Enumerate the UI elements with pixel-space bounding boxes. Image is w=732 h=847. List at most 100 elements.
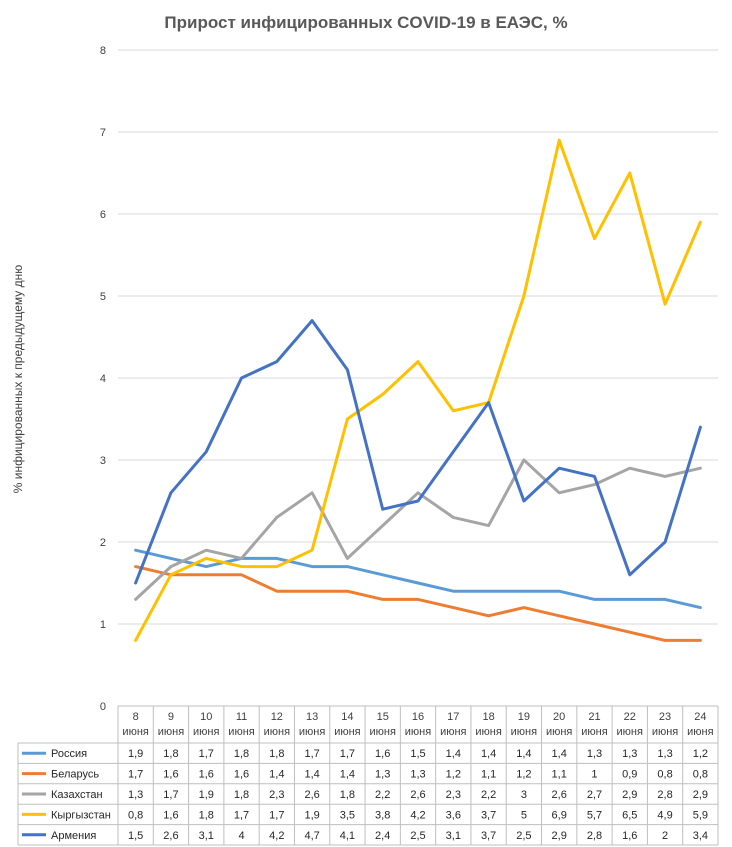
data-label: 4,2 (410, 809, 425, 821)
data-label: 3,1 (446, 830, 461, 842)
x-tick-label: 18 (482, 711, 494, 723)
data-label: 2,6 (410, 789, 425, 801)
series-lines (134, 138, 702, 642)
x-tick-label: июня (687, 726, 713, 738)
data-label: 0,8 (693, 769, 708, 781)
data-label: 1,2 (446, 769, 461, 781)
x-tick-label: июня (228, 726, 254, 738)
x-tick-label: июня (334, 726, 360, 738)
y-tick-label: 8 (100, 45, 106, 57)
series-line (134, 319, 702, 585)
data-label: 1,3 (587, 748, 602, 760)
x-tick-label: 16 (412, 711, 424, 723)
data-label: 3,7 (481, 809, 496, 821)
x-tick-label: 12 (271, 711, 283, 723)
legend-label: Кыргызстан (51, 809, 111, 821)
data-label: 1,3 (128, 789, 143, 801)
data-label: 1,9 (304, 809, 319, 821)
data-label: 1,7 (234, 809, 249, 821)
data-label: 2,9 (693, 789, 708, 801)
data-label: 6,9 (552, 809, 567, 821)
data-label: 2,2 (375, 789, 390, 801)
y-tick-label: 4 (100, 373, 106, 385)
data-label: 2,3 (269, 789, 284, 801)
series-line (134, 138, 702, 642)
data-label: 1,4 (269, 769, 284, 781)
chart-title: Прирост инфицированных COVID-19 в ЕАЭС, … (164, 13, 567, 32)
grid (118, 49, 718, 625)
y-tick-label: 3 (100, 455, 106, 467)
data-label: 1,4 (552, 748, 567, 760)
data-label: 1,7 (340, 748, 355, 760)
data-label: 3,8 (375, 809, 390, 821)
data-label: 1,6 (163, 769, 178, 781)
x-tick-label: 24 (694, 711, 706, 723)
data-label: 1,9 (128, 748, 143, 760)
y-tick-label: 0 (100, 701, 106, 713)
x-tick-label: 19 (518, 711, 530, 723)
data-label: 1,5 (410, 748, 425, 760)
data-label: 1,4 (446, 748, 461, 760)
data-label: 1,3 (622, 748, 637, 760)
data-label: 3,1 (199, 830, 214, 842)
data-label: 4 (238, 830, 244, 842)
data-label: 1,1 (481, 769, 496, 781)
x-tick-label: июня (440, 726, 466, 738)
data-label: 0,8 (657, 769, 672, 781)
data-label: 1,8 (234, 789, 249, 801)
data-label: 5 (521, 809, 527, 821)
legend-label: Беларусь (51, 769, 99, 781)
data-label: 1,3 (657, 748, 672, 760)
x-tick-label: 9 (168, 711, 174, 723)
y-axis-label: % инфицированных к предыдущему дню (11, 265, 25, 494)
y-tick-label: 6 (100, 209, 106, 221)
data-label: 0,8 (128, 809, 143, 821)
data-label: 3,7 (481, 830, 496, 842)
x-tick-label: июня (511, 726, 537, 738)
data-label: 2,8 (657, 789, 672, 801)
x-tick-label: 8 (133, 711, 139, 723)
data-label: 1,4 (340, 769, 355, 781)
data-label: 1,4 (481, 748, 496, 760)
data-label: 3,4 (693, 830, 708, 842)
data-label: 1,4 (516, 748, 531, 760)
y-ticks: 0 1 2 3 4 5 6 7 8 (100, 45, 106, 713)
x-tick-label: 13 (306, 711, 318, 723)
data-label: 6,5 (622, 809, 637, 821)
legend-label: Армения (51, 830, 96, 842)
x-tick-label: июня (193, 726, 219, 738)
x-tick-label: июня (546, 726, 572, 738)
x-tick-label: июня (617, 726, 643, 738)
data-label: 1,8 (163, 748, 178, 760)
series-line (134, 565, 702, 642)
x-tick-label: 20 (553, 711, 565, 723)
data-label: 4,2 (269, 830, 284, 842)
data-label: 1,5 (128, 830, 143, 842)
data-label: 2,3 (446, 789, 461, 801)
x-tick-label: 21 (588, 711, 600, 723)
data-label: 1,6 (234, 769, 249, 781)
data-label: 4,1 (340, 830, 355, 842)
legend-label: Россия (51, 748, 87, 760)
data-label: 2 (662, 830, 668, 842)
data-label: 1,8 (269, 748, 284, 760)
data-label: 1,6 (199, 769, 214, 781)
data-label: 5,7 (587, 809, 602, 821)
x-tick-label: июня (652, 726, 678, 738)
x-tick-label: июня (581, 726, 607, 738)
data-label: 3 (521, 789, 527, 801)
x-tick-label: июня (158, 726, 184, 738)
x-tick-label: 17 (447, 711, 459, 723)
y-tick-label: 2 (100, 537, 106, 549)
x-tick-label: июня (475, 726, 501, 738)
data-label: 2,9 (622, 789, 637, 801)
data-label: 2,8 (587, 830, 602, 842)
x-tick-label: 22 (624, 711, 636, 723)
y-tick-label: 5 (100, 291, 106, 303)
x-tick-label: 14 (341, 711, 353, 723)
data-label: 1,8 (340, 789, 355, 801)
data-label: 1,3 (410, 769, 425, 781)
data-label: 1,8 (234, 748, 249, 760)
data-label: 1,6 (375, 748, 390, 760)
x-tick-label: июня (405, 726, 431, 738)
